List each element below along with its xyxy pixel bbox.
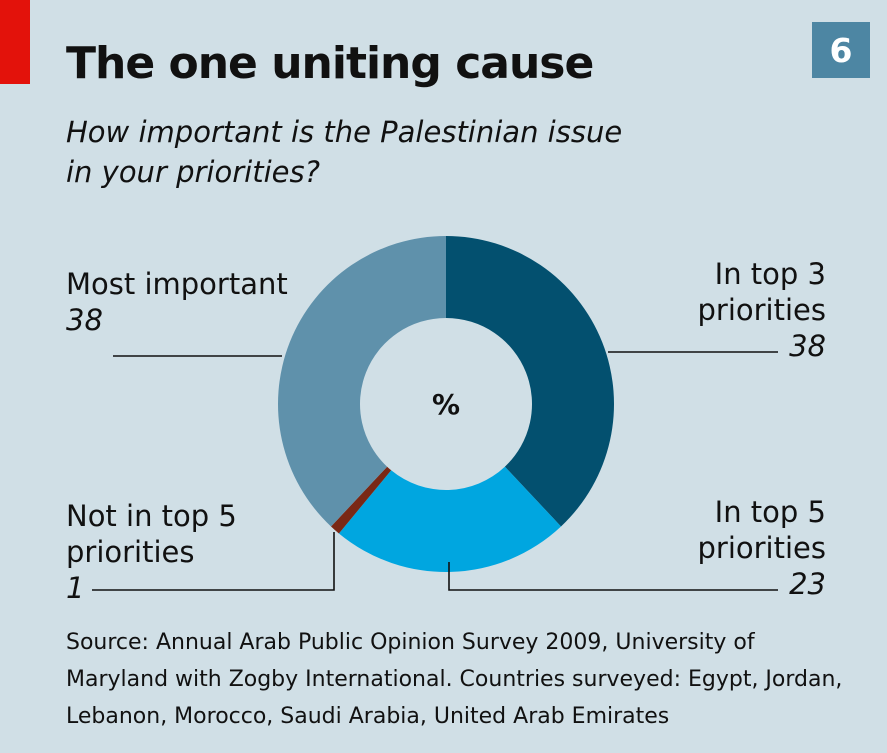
slice-label-top-5: In top 5 priorities <box>697 495 827 565</box>
label-top-3: In top 3 priorities 38 <box>586 256 827 364</box>
chart-subtitle: How important is the Palestinian issue i… <box>66 115 623 189</box>
chart-number-badge: 6 <box>812 22 870 78</box>
source-note: Source: Annual Arab Public Opinion Surve… <box>66 630 843 729</box>
slice-most-important <box>278 236 446 527</box>
leader-line-not-top-5 <box>92 532 335 591</box>
slice-value-top-5: 23 <box>789 567 826 601</box>
label-top-5: In top 5 priorities 23 <box>586 494 827 602</box>
slice-label-top-3: In top 3 priorities <box>697 257 827 327</box>
chart-title: The one uniting cause <box>66 38 594 89</box>
slice-not-top-5 <box>330 466 392 534</box>
leader-line-top-5 <box>448 562 778 591</box>
slice-top-3 <box>446 236 614 527</box>
slice-value-most-important: 38 <box>66 303 103 337</box>
slice-value-top-3: 38 <box>789 329 826 363</box>
donut-center-label: % <box>432 388 460 421</box>
slice-value-not-top-5: 1 <box>66 571 85 605</box>
brand-red-tab <box>0 0 30 84</box>
label-most-important: Most important 38 <box>66 266 288 338</box>
slice-label-most-important: Most important <box>66 267 288 301</box>
slice-label-not-top-5: Not in top 5 priorities <box>66 499 237 569</box>
label-not-top-5: Not in top 5 priorities 1 <box>66 498 256 606</box>
slice-top-5 <box>338 466 562 572</box>
